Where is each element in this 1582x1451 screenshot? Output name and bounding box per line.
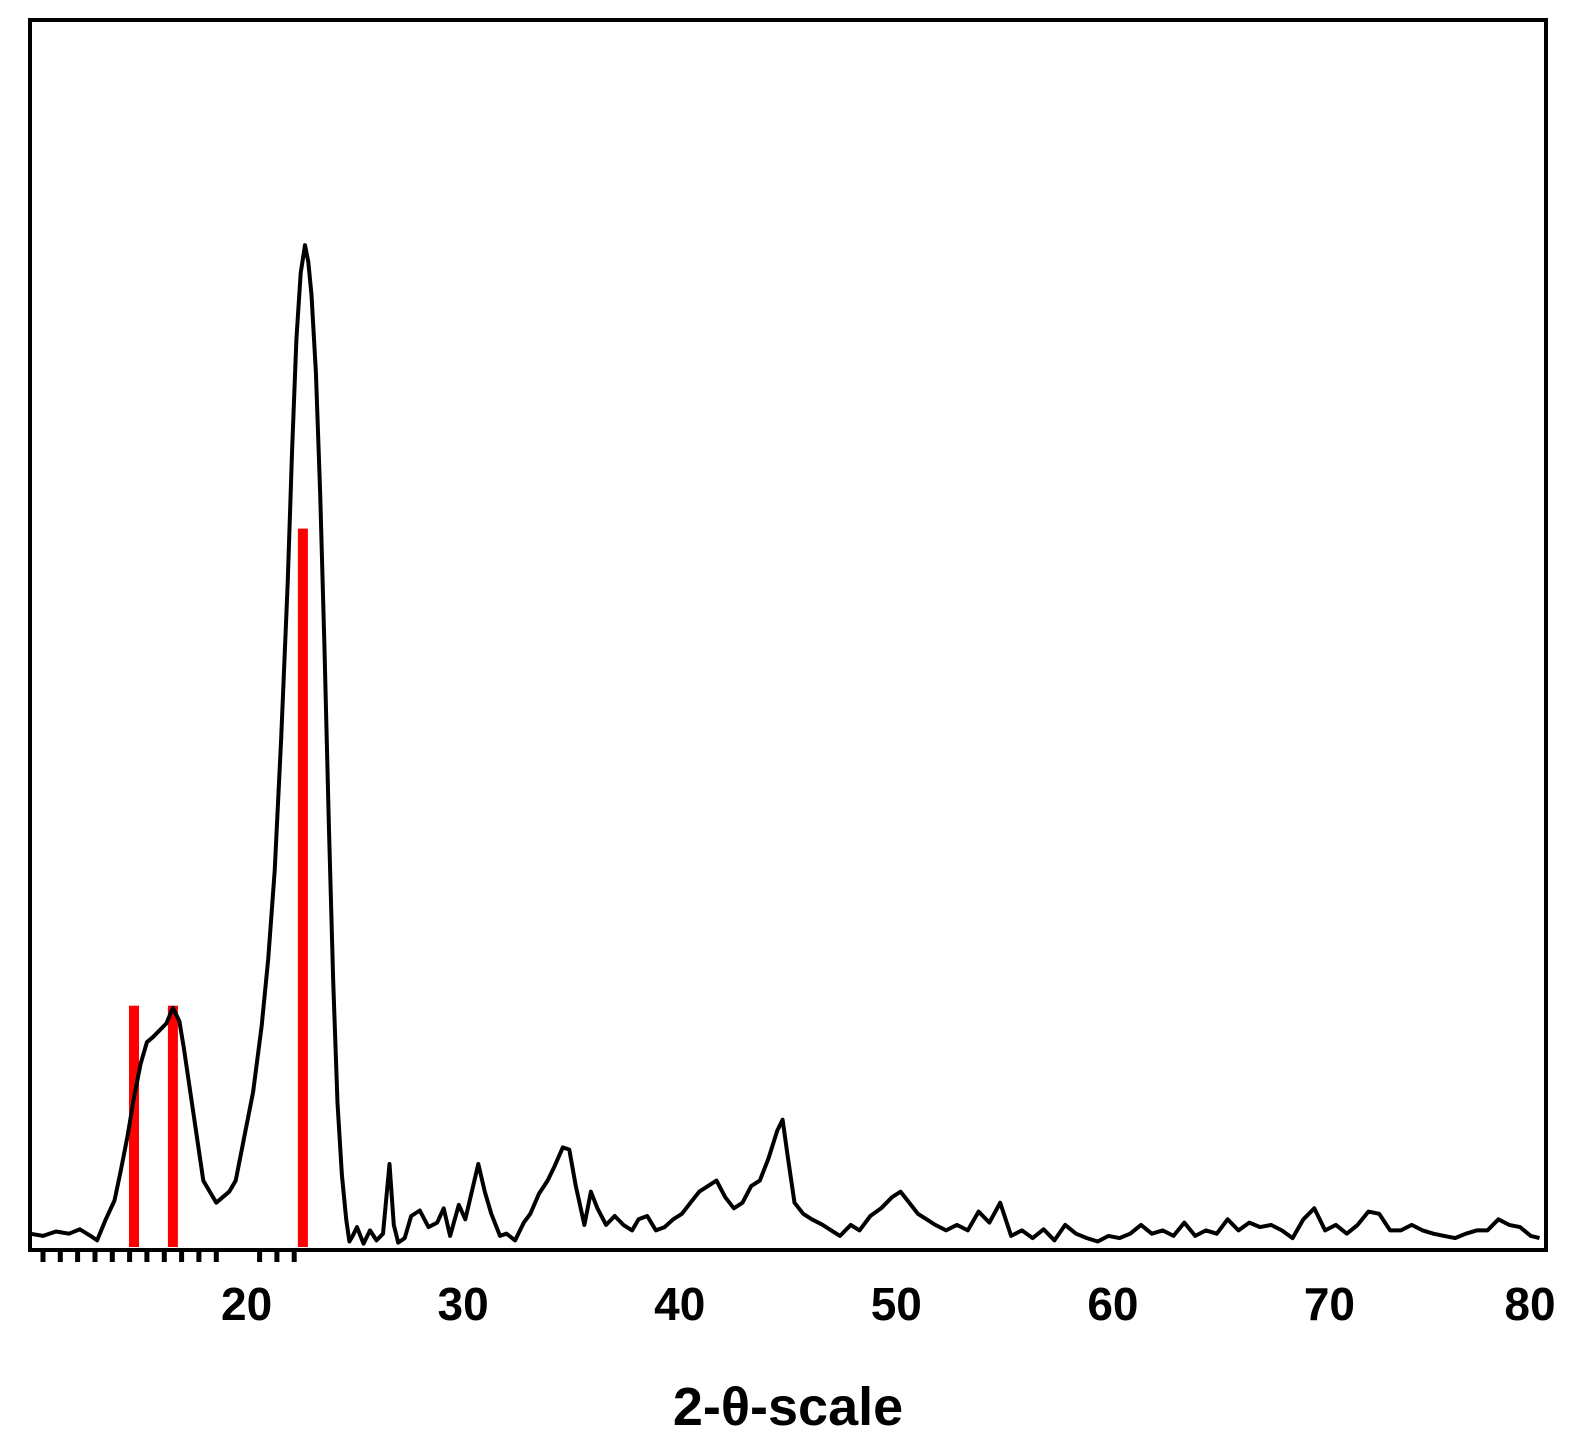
reference-peak-line: [167, 1005, 178, 1247]
minor-tick: [179, 1252, 185, 1262]
minor-tick: [196, 1252, 202, 1262]
minor-ticks: [40, 1252, 297, 1262]
minor-tick: [274, 1252, 280, 1262]
minor-tick: [291, 1252, 297, 1262]
x-tick-label: 60: [1087, 1278, 1138, 1330]
minor-tick: [161, 1252, 167, 1262]
x-tick-label: 30: [438, 1278, 489, 1330]
minor-tick: [75, 1252, 81, 1262]
minor-tick: [127, 1252, 133, 1262]
minor-tick: [92, 1252, 98, 1262]
minor-tick: [40, 1252, 46, 1262]
reference-peak-line: [129, 1005, 139, 1247]
minor-tick: [144, 1252, 150, 1262]
reference-peak-line: [297, 528, 308, 1247]
x-axis-title: 2-θ-scale: [673, 1377, 903, 1437]
x-tick-label: 40: [654, 1278, 705, 1330]
x-tick-label: 50: [871, 1278, 922, 1330]
x-tick-label: 20: [221, 1278, 272, 1330]
minor-tick: [213, 1252, 219, 1262]
reference-lines: [129, 528, 308, 1247]
diffraction-pattern: [29, 243, 1540, 1246]
x-tick-label: 80: [1504, 1278, 1555, 1330]
plot-frame: [28, 18, 1548, 1252]
minor-tick: [109, 1252, 115, 1262]
minor-tick: [257, 1252, 263, 1262]
pattern-line: [29, 243, 1540, 1246]
minor-tick: [57, 1252, 63, 1262]
x-tick-label: 70: [1304, 1278, 1355, 1330]
x-tick-labels: 20 30 40 50 60 70 80: [221, 1278, 1556, 1330]
